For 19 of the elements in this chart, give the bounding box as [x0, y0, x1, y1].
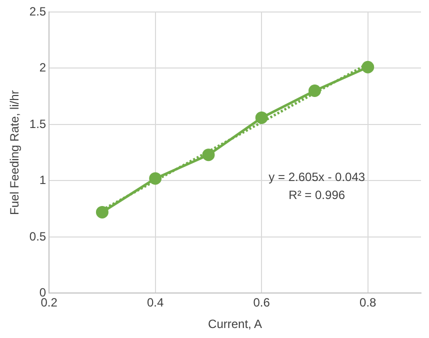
y-tick-label: 1: [39, 173, 46, 188]
point: [96, 206, 108, 218]
y-tick-label: 1.5: [29, 116, 46, 131]
x-tick-label: 0.4: [147, 296, 164, 310]
point: [362, 60, 374, 74]
x-axis-title: Current, A: [208, 317, 262, 332]
y-tick-label: 2.5: [29, 4, 46, 18]
point: [255, 111, 268, 124]
y-tick-label: 2: [39, 60, 46, 75]
x-tick-label: 0.2: [40, 296, 58, 310]
point: [308, 84, 321, 97]
y-axis-title: Fuel Feeding Rate, li/hr: [8, 90, 22, 215]
x-tick-label: 0.6: [253, 296, 270, 310]
annotation: y = 2.605x - 0.043: [268, 170, 366, 184]
point: [202, 148, 215, 162]
annotation: R² = 0.996: [288, 188, 346, 202]
y-tick-label: 0.5: [29, 229, 46, 244]
x-tick-label: 0.8: [360, 296, 377, 310]
point: [149, 172, 162, 185]
